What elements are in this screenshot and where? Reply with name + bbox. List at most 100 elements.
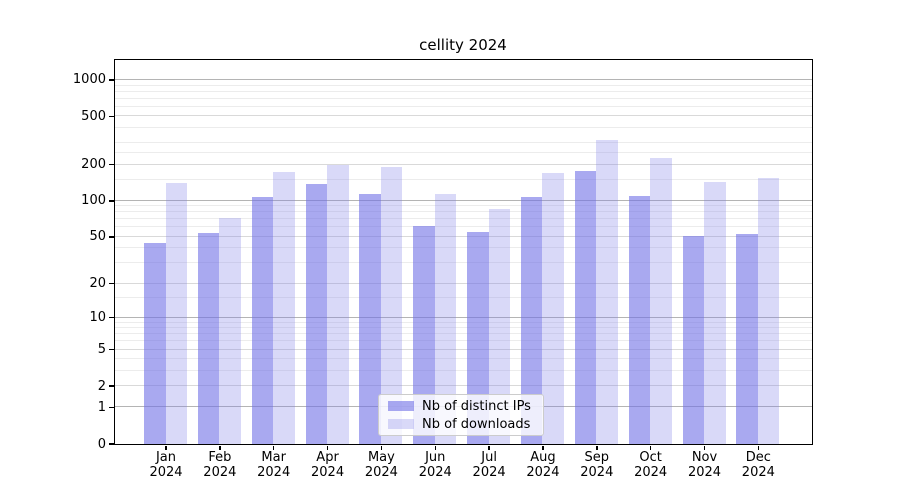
gridline-60 — [114, 226, 812, 228]
x-tick-mark-aug — [542, 445, 544, 450]
y-tick-mark-5 — [109, 348, 114, 351]
bar-layer — [115, 60, 812, 444]
x-tick-label-nov: Nov 2024 — [687, 450, 722, 480]
x-tick-label-mar: Mar 2024 — [257, 450, 291, 480]
y-tick-mark-50 — [109, 236, 114, 238]
gridline-400 — [114, 127, 812, 129]
gridline-3 — [114, 369, 812, 371]
x-tick-label-jan: Jan 2024 — [149, 450, 183, 480]
bar-downloads-may — [380, 167, 403, 444]
bar-downloads-feb — [219, 218, 241, 444]
y-tick-label-5: 5 — [97, 342, 106, 358]
x-tick-mark-oct — [649, 445, 652, 450]
x-tick-label-jun: Jun 2024 — [418, 450, 452, 480]
legend-label-distinct-ips: Nb of distinct IPs — [422, 398, 531, 414]
gridline-200 — [114, 163, 812, 165]
bar-downloads-aug — [542, 172, 564, 444]
y-tick-label-1000: 1000 — [72, 72, 106, 88]
gridline-150 — [114, 178, 812, 180]
bar-distinct-ips-feb — [197, 233, 220, 444]
x-tick-label-jul: Jul 2024 — [472, 450, 506, 480]
bar-downloads-oct — [650, 158, 672, 444]
bar-downloads-nov — [704, 181, 726, 444]
y-tick-mark-20 — [109, 282, 114, 285]
legend-swatch-downloads — [388, 419, 414, 429]
gridline-15 — [114, 296, 812, 298]
bar-distinct-ips-oct — [628, 196, 651, 444]
x-tick-mark-jan — [165, 445, 167, 450]
x-tick-mark-sep — [596, 445, 598, 450]
y-tick-label-10: 10 — [89, 310, 106, 326]
x-tick-mark-may — [380, 445, 383, 450]
bar-distinct-ips-apr — [305, 183, 328, 444]
y-tick-mark-100 — [109, 200, 114, 202]
y-tick-mark-0 — [109, 443, 114, 445]
x-tick-mark-jul — [488, 445, 490, 450]
legend-item-downloads: Nb of downloads — [388, 417, 534, 432]
bar-distinct-ips-sep — [574, 170, 597, 444]
y-tick-label-0: 0 — [97, 436, 106, 452]
gridline-500 — [114, 115, 812, 117]
x-tick-label-feb: Feb 2024 — [203, 450, 237, 480]
x-tick-label-sep: Sep 2024 — [580, 450, 614, 480]
chart-title: cellity 2024 — [419, 36, 507, 54]
y-tick-mark-2 — [109, 385, 114, 387]
bar-distinct-ips-nov — [682, 236, 704, 444]
y-tick-label-100: 100 — [81, 193, 106, 209]
y-tick-label-50: 50 — [89, 229, 106, 245]
bar-distinct-ips-jul — [467, 232, 489, 444]
x-tick-mark-feb — [219, 445, 221, 450]
bar-downloads-jan — [165, 182, 187, 444]
gridline-6 — [114, 340, 812, 342]
x-tick-label-aug: Aug 2024 — [526, 450, 560, 480]
y-tick-label-1: 1 — [97, 399, 106, 415]
gridline-1000 — [114, 78, 812, 80]
legend-swatch-distinct-ips — [388, 401, 414, 411]
x-tick-mark-jun — [434, 445, 436, 450]
gridline-700 — [114, 97, 812, 99]
grid-layer — [114, 60, 812, 444]
gridline-80 — [114, 211, 812, 213]
gridline-600 — [114, 105, 812, 107]
gridline-300 — [114, 142, 812, 144]
gridline-20 — [114, 282, 812, 284]
legend: Nb of distinct IPs Nb of downloads — [378, 394, 544, 436]
bar-downloads-sep — [596, 140, 618, 444]
x-tick-mark-mar — [272, 445, 275, 450]
y-tick-mark-1 — [109, 406, 114, 409]
gridline-70 — [114, 218, 812, 220]
gridline-2 — [114, 385, 812, 387]
bar-distinct-ips-jun — [413, 226, 435, 444]
gridline-8 — [114, 327, 812, 329]
plot-area — [113, 58, 813, 445]
gridline-10 — [114, 316, 812, 318]
y-tick-mark-1000 — [109, 79, 114, 81]
x-tick-mark-dec — [757, 445, 760, 450]
gridline-30 — [114, 262, 812, 264]
legend-item-distinct-ips: Nb of distinct IPs — [388, 399, 534, 414]
bar-distinct-ips-mar — [251, 197, 274, 444]
bar-distinct-ips-dec — [736, 234, 758, 444]
bar-downloads-dec — [757, 177, 780, 444]
y-tick-label-200: 200 — [81, 157, 106, 173]
gridline-900 — [114, 84, 812, 86]
gridline-7 — [114, 333, 812, 335]
bar-downloads-jul — [488, 208, 511, 444]
gridline-50 — [114, 235, 812, 237]
gridline-90 — [114, 205, 812, 207]
gridline-4 — [114, 358, 812, 360]
x-tick-mark-nov — [703, 445, 706, 450]
y-tick-mark-10 — [109, 316, 114, 319]
bar-distinct-ips-aug — [520, 197, 543, 444]
y-tick-mark-500 — [109, 115, 114, 118]
gridline-40 — [114, 247, 812, 249]
y-tick-mark-200 — [109, 163, 114, 166]
bar-downloads-mar — [273, 172, 295, 444]
x-tick-mark-apr — [326, 445, 329, 450]
legend-label-downloads: Nb of downloads — [422, 416, 531, 432]
gridline-100 — [114, 199, 812, 201]
gridline-5 — [114, 348, 812, 350]
bar-downloads-apr — [327, 164, 349, 444]
y-tick-label-20: 20 — [89, 276, 106, 292]
